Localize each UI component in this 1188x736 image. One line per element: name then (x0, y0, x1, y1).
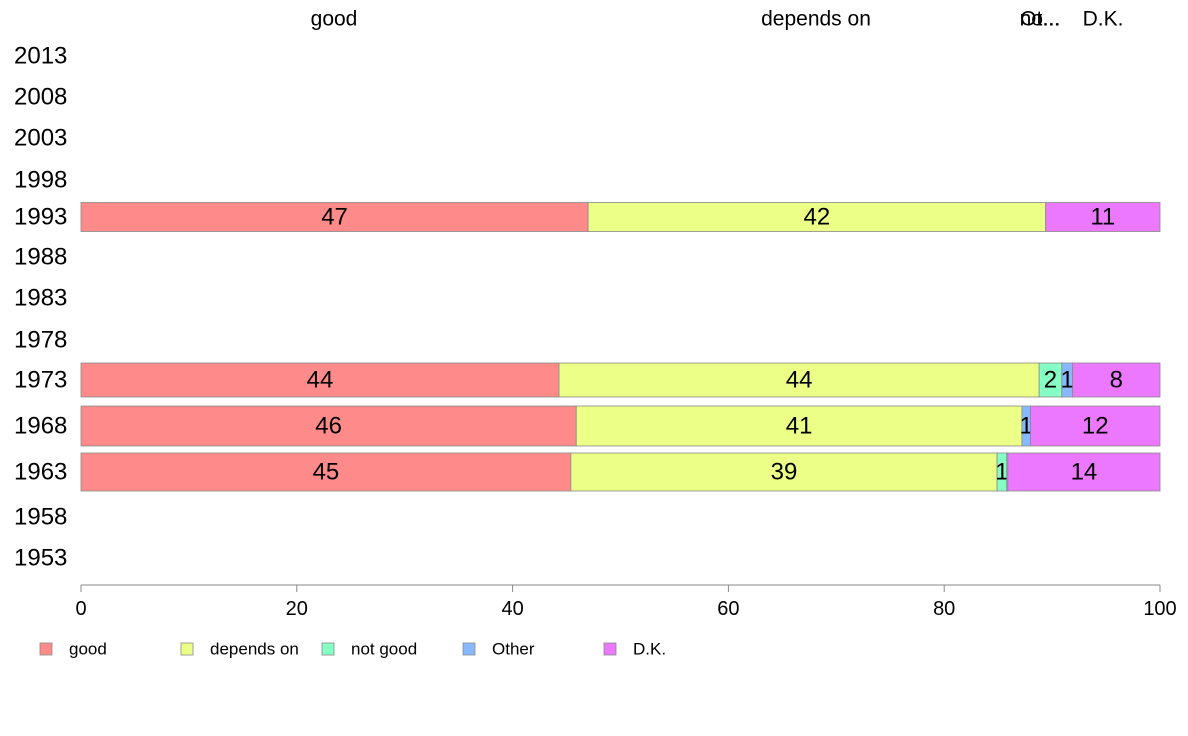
data-label: 12 (1082, 413, 1109, 440)
data-label: 44 (786, 367, 813, 394)
data-label: 47 (321, 204, 348, 231)
data-label: 46 (315, 413, 342, 440)
top-label: Ot... (1020, 8, 1060, 31)
bar-segment (575, 405, 1023, 447)
legend-label: Other (492, 640, 535, 659)
bar-segment (1030, 405, 1161, 447)
year-label: 1993 (14, 204, 67, 231)
x-tick-label: 100 (1143, 598, 1176, 620)
legend-label: good (69, 640, 107, 659)
data-label: 11 (1090, 204, 1115, 231)
legend-swatch (39, 642, 53, 656)
year-label: 1978 (14, 327, 67, 354)
x-tick-label: 0 (75, 598, 86, 620)
year-label: 1998 (14, 167, 67, 194)
year-label: 2003 (14, 125, 67, 152)
year-label: 1958 (14, 504, 67, 531)
data-label: 14 (1071, 459, 1098, 486)
data-label: 41 (786, 413, 813, 440)
year-label: 1973 (14, 367, 67, 394)
data-label: 1 (995, 459, 1008, 486)
bar-segment (80, 405, 577, 447)
year-label: 1983 (14, 285, 67, 312)
data-label: 42 (804, 204, 831, 231)
legend-swatch (180, 642, 194, 656)
year-label: 1963 (14, 459, 67, 486)
legend-swatch (603, 642, 617, 656)
bar-segment (587, 202, 1047, 232)
x-tick-label: 80 (933, 598, 955, 620)
legend-label: not good (351, 640, 417, 659)
legend-label: D.K. (633, 640, 666, 659)
bar-segment (570, 452, 998, 492)
data-label: 1 (1061, 367, 1074, 394)
data-label: 1 (1020, 413, 1033, 440)
top-label: no... (1020, 8, 1061, 31)
legend-swatch (462, 642, 476, 656)
year-label: 2013 (14, 43, 67, 70)
bar-segment (1007, 452, 1161, 492)
bar-segment (558, 362, 1040, 398)
x-tick-label: 20 (286, 598, 308, 620)
legend-swatch (321, 642, 335, 656)
data-label: 45 (313, 459, 340, 486)
legend-label: depends on (210, 640, 299, 659)
top-label: D.K. (1083, 8, 1124, 31)
year-label: 1988 (14, 244, 67, 271)
data-label: 2 (1044, 367, 1057, 394)
top-label: good (311, 8, 358, 31)
data-label: 39 (771, 459, 798, 486)
bar-segment (1072, 362, 1161, 398)
bar-segment (1045, 202, 1161, 232)
year-label: 2008 (14, 84, 67, 111)
x-axis: 0 20 40 60 80 100 (75, 584, 1177, 620)
data-label: 44 (307, 367, 334, 394)
x-tick-label: 40 (501, 598, 523, 620)
data-label: 8 (1110, 367, 1123, 394)
top-labels: good depends on Ot...no... D.K. (311, 8, 1124, 31)
top-label: depends on (761, 8, 871, 31)
year-label: 1968 (14, 413, 67, 440)
year-labels: 2013 2008 2003 1998 1993 1988 1983 1978 1973 1968… (14, 43, 67, 572)
year-label: 1953 (14, 545, 67, 572)
legend: good depends on not good Other D.K. (39, 640, 666, 659)
x-tick-label: 60 (717, 598, 739, 620)
bar-segment (80, 452, 572, 492)
